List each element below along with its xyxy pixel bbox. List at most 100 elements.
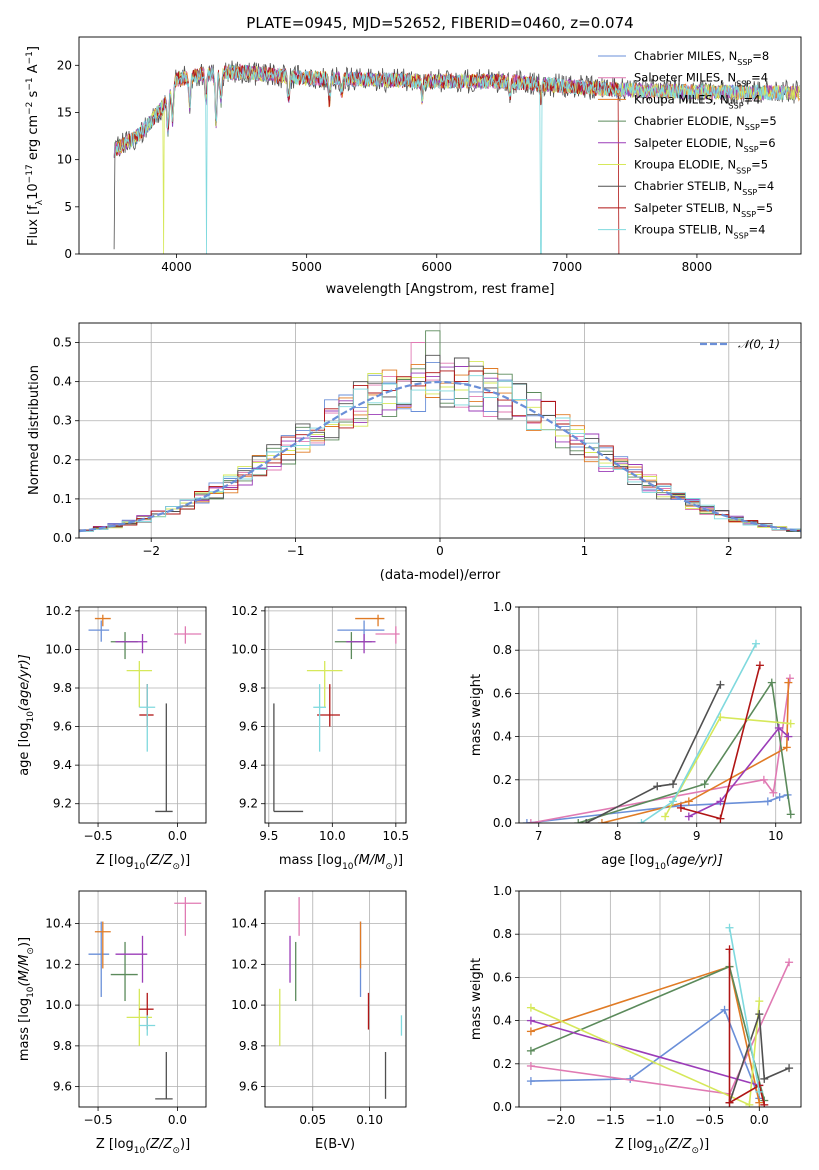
label-part: mass [log	[17, 998, 32, 1061]
normal-curve	[79, 380, 801, 533]
x-tick-label: 10.0	[319, 829, 346, 843]
axes-frame	[264, 606, 407, 824]
legend-tail: =5	[760, 114, 777, 128]
label-part: 10	[342, 862, 354, 872]
axes-overlay: −2.0 −1.5 −1.0 −0.5 0.0 0.0 0.2 0.4 0.6 0.8 1.0 Z […	[469, 884, 802, 1156]
y-tick-label: 0.2	[493, 773, 512, 787]
y-tick-label: 1.0	[493, 884, 512, 898]
y-tick-label: 10.2	[231, 957, 258, 971]
y-tick-label: 0.4	[53, 375, 72, 389]
label-part: ]	[26, 46, 41, 51]
x-tick-label: −1	[287, 544, 305, 558]
y-axis-label: mass weight	[469, 958, 484, 1040]
y-tick-label: 9.8	[53, 1039, 72, 1053]
legend-sub: SSP	[737, 58, 752, 67]
y-tick-label: 10.0	[231, 642, 258, 656]
axes-overlay: −0.5 0.09.69.810.010.210.4Z [log10(Z/Z⊙)]…	[17, 890, 207, 1156]
axes-frame	[78, 606, 207, 824]
x-tick-label: −0.5	[83, 829, 112, 843]
y-tick-label: 9.6	[53, 1080, 72, 1094]
x-tick-label: 0.10	[356, 1113, 383, 1127]
legend-main: Salpeter STELIB, N	[634, 201, 741, 215]
label-part: )]	[180, 853, 190, 868]
x-axis-label: wavelength [Angstrom, rest frame]	[326, 282, 555, 297]
y-tick-label: 9.6	[239, 720, 258, 734]
y-tick-label: 9.8	[239, 681, 258, 695]
y-tick-label: 10.2	[231, 604, 258, 618]
legend-sub: SSP	[736, 166, 751, 175]
plot-area	[88, 614, 202, 813]
y-tick-label: 10.0	[45, 642, 72, 656]
label-part: 10	[653, 1146, 665, 1156]
legend-main: Chabrier ELODIE, N	[634, 114, 745, 128]
y-tick-label: 10.4	[231, 917, 258, 931]
plot-area	[279, 897, 403, 1099]
label-part: Flux [f	[26, 205, 41, 246]
y-tick-label: 0.2	[493, 1057, 512, 1071]
x-axis-label: Z [log10(Z/Z⊙)]	[96, 853, 190, 872]
weight-line-5	[664, 716, 791, 817]
legend-entry: Chabrier STELIB, NSSP=4	[634, 179, 774, 197]
y-tick-label: 0.0	[493, 816, 512, 830]
label-part: Z [log	[96, 853, 134, 868]
plot-area	[88, 897, 202, 1100]
legend-tail: =4	[757, 179, 774, 193]
weight-vs-metallicity-panel: −2.0 −1.5 −1.0 −0.5 0.0 0.0 0.2 0.4 0.6 0.8 1.0 Z […	[469, 884, 802, 1156]
legend-main: Salpeter MILES, N	[634, 71, 736, 85]
legend-entry: Kroupa MILES, NSSP=4	[634, 92, 760, 110]
y-tick-label: 0.6	[493, 686, 512, 700]
legend-entry: Chabrier MILES, NSSP=8	[634, 49, 769, 67]
y-tick-label: 0.5	[53, 336, 72, 350]
x-axis-label: mass [log10(M/M⊙)]	[279, 853, 403, 872]
axes-frame	[264, 890, 407, 1108]
x-axis-label: Z [log10(Z/Z⊙)]	[615, 1137, 709, 1156]
plot-area	[522, 639, 795, 823]
spectrum-panel: 4000 5000 6000 7000 8000 0 5 10 15 20 Chabrier MIL…	[25, 36, 802, 297]
legend-sub: SSP	[744, 144, 759, 153]
label-part: 10	[134, 1146, 146, 1156]
weight-line-8	[728, 927, 761, 1093]
y-tick-label: 9.2	[53, 797, 72, 811]
x-tick-label: −2	[142, 544, 160, 558]
axes-overlay: 9.5 10.0 10.5 9.2 9.4 9.6 9.8 10.0 10.2 mass [log…	[231, 604, 409, 872]
x-axis-label: (data-model)/error	[380, 568, 501, 583]
plot-area	[273, 614, 400, 813]
y-tick-label: 0.0	[493, 1100, 512, 1114]
legend-sub: SSP	[745, 123, 760, 132]
legend-main: Kroupa ELODIE, N	[634, 158, 736, 172]
weight-line-6	[585, 684, 722, 823]
weight-line-0	[530, 1008, 761, 1099]
label-part: s	[26, 90, 41, 101]
x-tick-label: 2	[725, 544, 733, 558]
label-part: )]	[699, 1137, 709, 1152]
x-tick-label: 0.05	[299, 1113, 326, 1127]
y-tick-label: 9.4	[239, 758, 258, 772]
age-vs-mass-panel: 9.5 10.0 10.5 9.2 9.4 9.6 9.8 10.0 10.2 mass [log…	[231, 604, 409, 872]
x-axis-label: age [log10(age/yr)]	[601, 853, 723, 872]
plot-area	[79, 330, 801, 534]
y-tick-label: 9.6	[53, 720, 72, 734]
y-tick-label: 0.0	[53, 531, 72, 545]
x-axis-label: Z [log10(Z/Z⊙)]	[96, 1137, 190, 1156]
figure-title: PLATE=0945, MJD=52652, FIBERID=0460, z=0…	[246, 14, 633, 32]
weight-line-6	[728, 1013, 790, 1103]
label-part: 10	[134, 862, 146, 872]
label-part: 10	[26, 711, 36, 723]
y-tick-label: 0	[64, 247, 72, 261]
label-part: ⊙	[385, 862, 393, 872]
y-tick-label: 9.8	[239, 1039, 258, 1053]
x-tick-label: 0	[436, 544, 444, 558]
label-part: −17	[25, 164, 35, 183]
label-part: ⊙	[691, 1146, 699, 1156]
x-tick-label: 1	[581, 544, 589, 558]
label-part: )]	[393, 853, 403, 868]
y-tick-label: 0.6	[493, 970, 512, 984]
x-tick-label: 0.0	[168, 1113, 187, 1127]
axes-overlay: 0.05 0.10 9.6 9.8 10.0 10.2 10.4 E(B-V)	[231, 890, 407, 1152]
label-part: −1	[25, 51, 35, 64]
y-tick-label: 5	[64, 200, 72, 214]
y-tick-label: 10.0	[45, 998, 72, 1012]
y-tick-label: 0.1	[53, 492, 72, 506]
